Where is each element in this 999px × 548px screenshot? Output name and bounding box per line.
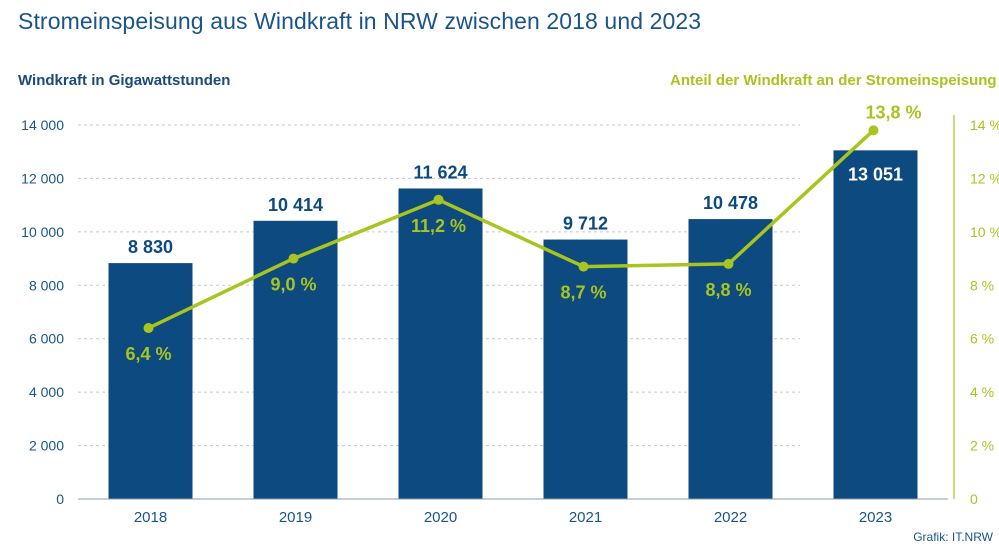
chart-title: Stromeinspeisung aus Windkraft in NRW zw… [18, 8, 702, 34]
line-point [143, 323, 154, 334]
line-point [723, 258, 734, 269]
x-tick-label: 2019 [279, 509, 312, 526]
y-tick-label-right: 14 % [970, 117, 999, 133]
y-tick-label-right: 8 % [970, 277, 994, 293]
y-tick-label-left: 14 000 [21, 117, 64, 133]
line-value-label: 8,8 % [705, 280, 751, 300]
bar-value-label: 10 478 [703, 193, 758, 213]
y-tick-label-left: 10 000 [21, 224, 64, 240]
bar [108, 263, 193, 499]
x-tick-label: 2021 [569, 509, 602, 526]
y-tick-label-left: 4 000 [29, 384, 64, 400]
y-tick-label-right: 0 [970, 491, 978, 507]
y-tick-label-left: 6 000 [29, 331, 64, 347]
bar-value-label: 8 830 [128, 237, 173, 257]
line-series [143, 125, 879, 334]
axes: 0 0 2 000 2 % 4 000 4 % 6 000 6 % 8 000 8 % 10 000… [21, 115, 999, 526]
y-tick-label-left: 2 000 [29, 438, 64, 454]
x-tick-label: 2018 [134, 509, 167, 526]
y-tick-label-left: 0 [56, 491, 64, 507]
y-tick-label-right: 4 % [970, 384, 994, 400]
bar [833, 150, 918, 499]
line-point [288, 253, 299, 264]
y-axis-title-right: Anteil der Windkraft an der Stromeinspei… [670, 72, 997, 89]
line-value-label: 9,0 % [270, 275, 316, 295]
bar-value-label: 13 051 [848, 164, 903, 184]
y-axis-title-left: Windkraft in Gigawattstunden [18, 72, 231, 89]
x-tick-label: 2020 [424, 509, 457, 526]
y-tick-label-right: 12 % [970, 170, 999, 186]
x-tick-label: 2022 [714, 509, 747, 526]
bar [543, 239, 628, 500]
line-point [433, 194, 444, 205]
bar-value-label: 10 414 [268, 195, 323, 215]
bar [253, 220, 338, 499]
line-value-label: 11,2 % [411, 216, 466, 236]
bar-value-label: 9 712 [563, 214, 608, 234]
line-value-label: 13,8 % [865, 102, 921, 122]
source-credit: Grafik: IT.NRW [913, 530, 993, 544]
y-tick-label-right: 2 % [970, 438, 994, 454]
line-value-label: 6,4 % [125, 344, 171, 364]
bar [398, 188, 483, 499]
y-tick-label-left: 12 000 [21, 170, 64, 186]
line-value-label: 8,7 % [560, 283, 606, 303]
y-tick-label-right: 6 % [970, 331, 994, 347]
y-tick-label-right: 10 % [970, 224, 999, 240]
bar-series [108, 150, 918, 500]
line-point [868, 125, 879, 136]
y-tick-label-left: 8 000 [29, 277, 64, 293]
line-point [578, 261, 589, 272]
x-tick-label: 2023 [859, 509, 892, 526]
data-labels: 8 830 10 414 11 624 9 712 10 478 13 051 6,4 % 9… [125, 102, 921, 364]
bar-value-label: 11 624 [413, 162, 467, 182]
share-line [147, 129, 875, 330]
